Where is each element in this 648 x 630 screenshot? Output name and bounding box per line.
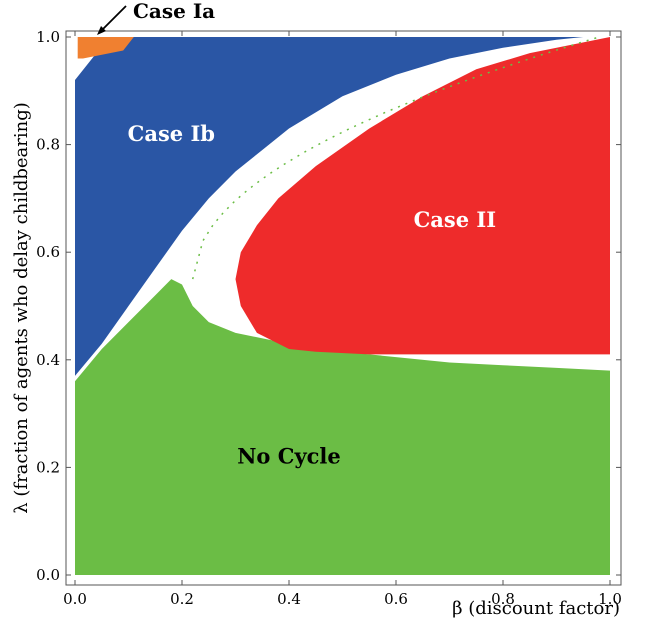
x-tick-label: 0.8	[491, 590, 515, 608]
y-axis-label: λ (fraction of agents who delay childbea…	[11, 102, 32, 514]
plot-regions	[75, 36, 610, 575]
case-ib-label: Case Ib	[128, 121, 215, 146]
x-tick-label: 0.2	[170, 590, 194, 608]
case-ib-region	[75, 37, 584, 376]
x-tick-label: 1.0	[598, 590, 622, 608]
y-tick-label: 1.0	[36, 28, 60, 46]
plot-frame	[65, 30, 622, 586]
x-axis-label: β (discount factor)	[452, 598, 620, 619]
no-cycle-region	[75, 279, 610, 575]
no-cycle-label: No Cycle	[237, 444, 341, 469]
y-axis: 0.0 0.2 0.4 0.6 0.8 1.0	[36, 28, 621, 584]
y-tick-label: 0.8	[36, 136, 60, 154]
case-ia-region	[77, 37, 134, 59]
case-ia-annotation: Case Ia	[97, 0, 215, 35]
case-ia-label: Case Ia	[133, 0, 215, 23]
x-axis: 0.0 0.2 0.4 0.6 0.8 1.0	[63, 31, 622, 608]
case-ii-label: Case II	[414, 207, 496, 232]
case-ii-region	[235, 37, 610, 355]
x-tick-label: 0.0	[63, 590, 87, 608]
case-ia-arrowhead	[97, 26, 106, 35]
y-tick-label: 0.6	[36, 243, 60, 261]
y-tick-label: 0.2	[36, 458, 60, 476]
y-tick-label: 0.4	[36, 351, 60, 369]
y-tick-label: 0.0	[36, 566, 60, 584]
x-tick-label: 0.6	[384, 590, 408, 608]
x-tick-label: 0.4	[277, 590, 301, 608]
